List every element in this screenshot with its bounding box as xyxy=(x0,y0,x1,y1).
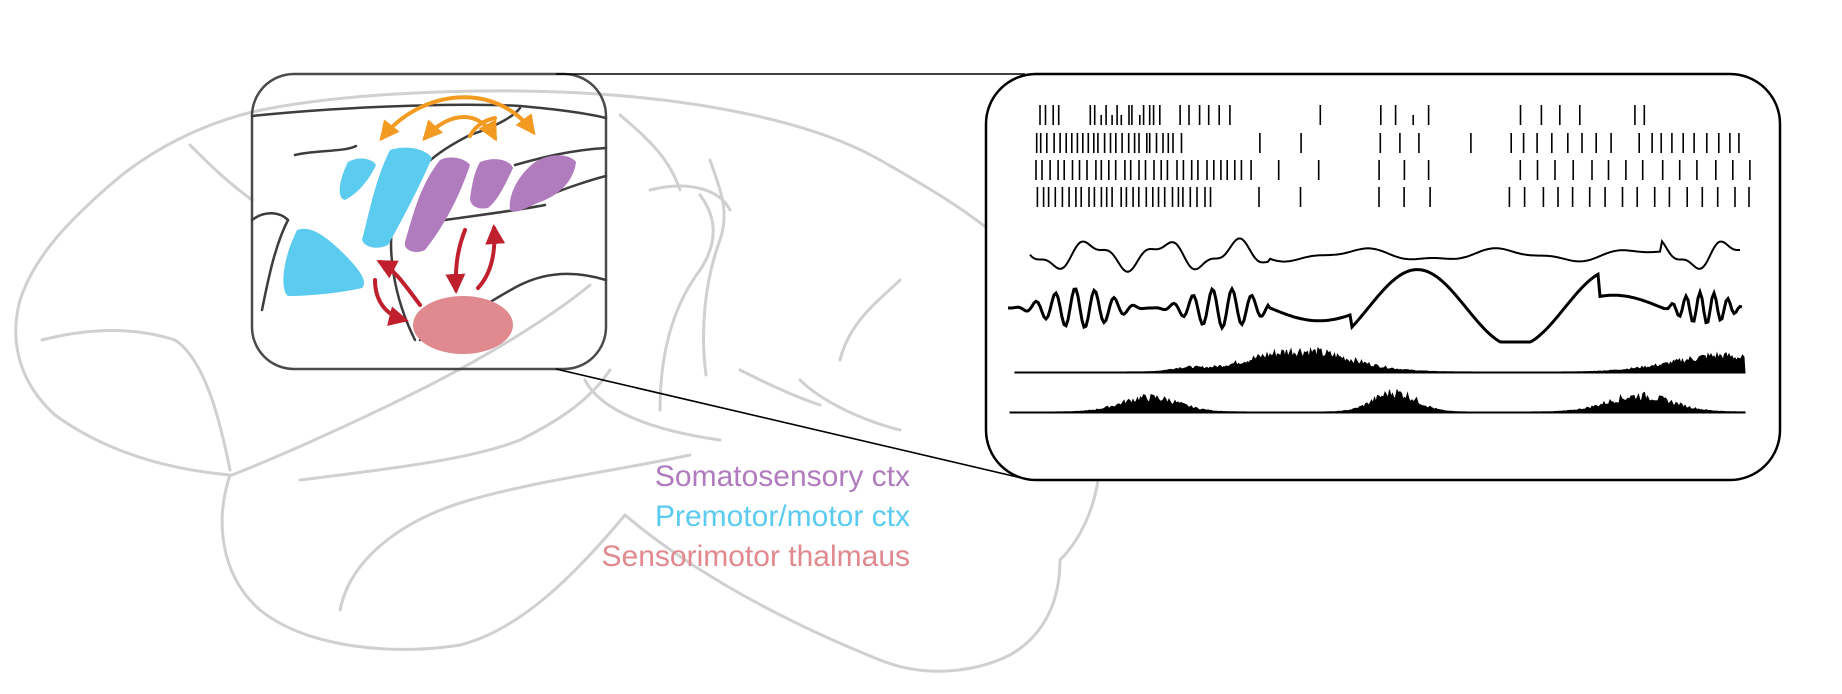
thalamus-region xyxy=(413,296,513,354)
cortico-cortical-arrows xyxy=(379,95,536,142)
legend-somatosensory: Somatosensory ctx xyxy=(654,460,910,493)
lfp-trace-icon xyxy=(1029,237,1740,273)
legend-thalamus: Sensorimotor thalmaus xyxy=(601,540,910,573)
zoom-connector-lines xyxy=(555,73,1031,481)
zoom-region-box xyxy=(250,72,608,371)
recording-detail-panel xyxy=(984,72,1782,482)
envelope-trace-2-icon xyxy=(1009,388,1746,414)
envelope-trace-icon xyxy=(1014,346,1746,374)
spike-raster-icon xyxy=(1035,105,1751,207)
somatosensory-regions xyxy=(404,155,576,253)
lfp-trace-filtered-icon xyxy=(1008,268,1743,344)
brain-outline-icon xyxy=(14,89,1102,673)
legend-premotor-motor: Premotor/motor ctx xyxy=(654,500,910,533)
thalamo-cortical-arrows xyxy=(373,224,506,326)
premotor-motor-regions xyxy=(283,147,432,296)
